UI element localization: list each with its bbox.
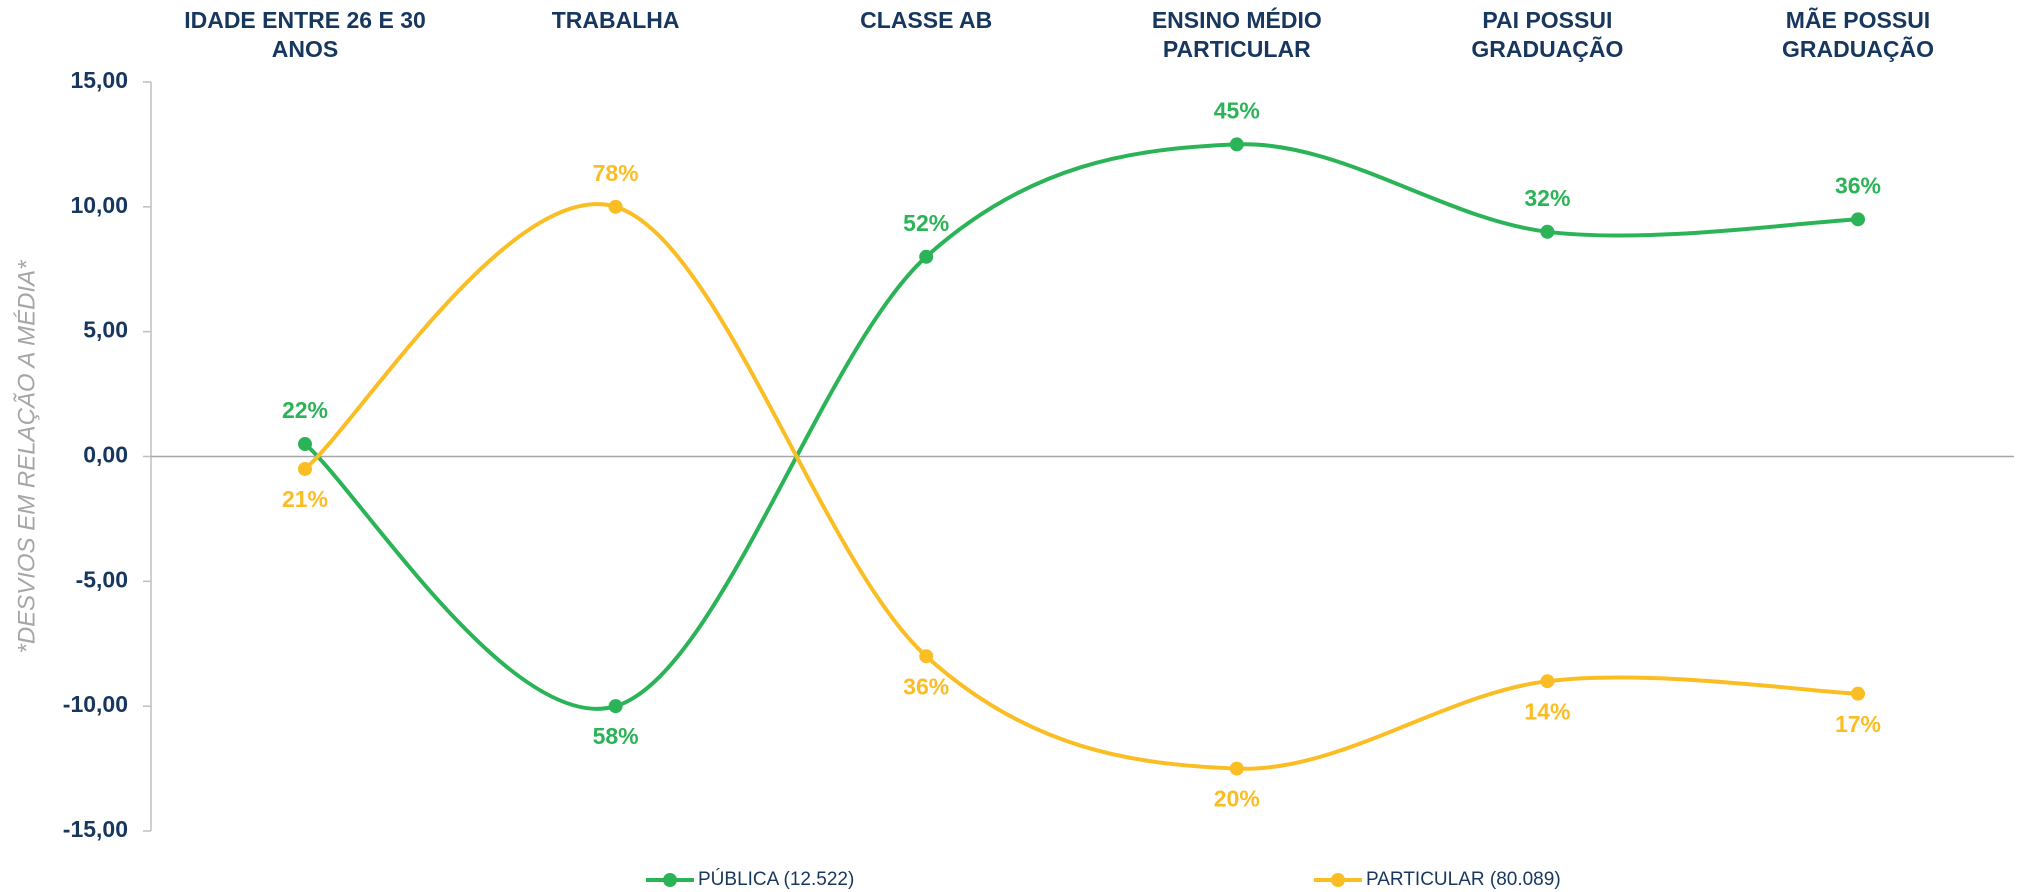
category-label: TRABALHA bbox=[551, 7, 680, 33]
legend-marker bbox=[1331, 873, 1345, 887]
y-tick-label: -5,00 bbox=[76, 566, 128, 592]
data-point bbox=[608, 199, 623, 214]
y-tick-label: 5,00 bbox=[83, 317, 128, 343]
data-point bbox=[298, 461, 312, 476]
legend-label: PARTICULAR (80.089) bbox=[1366, 869, 1561, 890]
data-point bbox=[919, 649, 934, 664]
y-tick-label: 10,00 bbox=[70, 192, 128, 218]
data-point bbox=[298, 437, 312, 452]
data-point bbox=[1229, 137, 1244, 152]
data-label: 22% bbox=[282, 397, 328, 423]
data-label: 36% bbox=[903, 673, 949, 699]
category-label: PAI POSSUI GRADUAÇÃO bbox=[1471, 7, 1624, 62]
data-label: 78% bbox=[593, 160, 639, 186]
data-label: 52% bbox=[903, 210, 949, 236]
y-tick-label: 15,00 bbox=[70, 67, 128, 93]
data-point bbox=[1851, 686, 1865, 701]
data-label: 58% bbox=[593, 723, 639, 749]
data-point bbox=[1540, 224, 1555, 239]
data-point bbox=[1229, 761, 1244, 776]
category-label: CLASSE AB bbox=[860, 7, 993, 33]
data-point bbox=[919, 249, 934, 264]
legend-label: PÚBLICA (12.522) bbox=[698, 868, 854, 890]
series-line bbox=[303, 142, 1859, 711]
data-point bbox=[1851, 212, 1865, 227]
legend-marker bbox=[663, 873, 677, 887]
category-label: ENSINO MÉDIO PARTICULAR bbox=[1151, 7, 1322, 62]
y-tick-label: -15,00 bbox=[63, 816, 128, 842]
series-line bbox=[303, 202, 1859, 771]
data-label: 17% bbox=[1835, 711, 1881, 737]
data-label: 14% bbox=[1524, 698, 1570, 724]
data-label: 32% bbox=[1524, 185, 1570, 211]
data-label: 21% bbox=[282, 486, 328, 512]
data-point bbox=[608, 699, 623, 714]
data-label: 20% bbox=[1214, 786, 1260, 812]
category-label: IDADE ENTRE 26 E 30 ANOS bbox=[184, 7, 426, 62]
y-axis-label: *DESVIOS EM RELAÇÃO A MÉDIA* bbox=[13, 260, 40, 654]
data-label: 36% bbox=[1835, 172, 1881, 198]
data-point bbox=[1540, 674, 1555, 689]
data-label: 45% bbox=[1214, 97, 1260, 123]
y-tick-label: -10,00 bbox=[63, 691, 128, 717]
category-label: MÃE POSSUI GRADUAÇÃO bbox=[1781, 7, 1935, 62]
y-tick-label: 0,00 bbox=[83, 442, 128, 468]
